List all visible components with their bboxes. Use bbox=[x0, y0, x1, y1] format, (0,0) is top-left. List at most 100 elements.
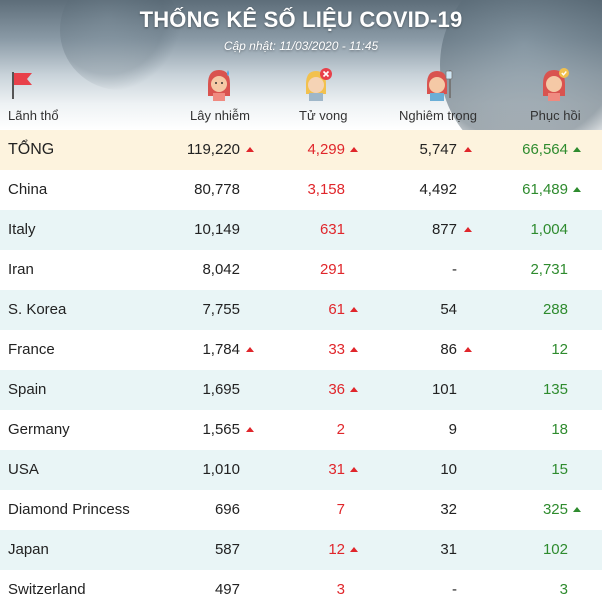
increase-icon bbox=[350, 147, 358, 152]
deaths-cell: 2 bbox=[336, 421, 345, 438]
increase-icon bbox=[350, 347, 358, 352]
serious-cell: - bbox=[452, 261, 457, 278]
header-banner: THỐNG KÊ SỐ LIỆU COVID-19 Cập nhật: 11/0… bbox=[0, 0, 602, 130]
recovered-cell: 61,489 bbox=[522, 181, 568, 198]
increase-icon bbox=[573, 187, 581, 192]
serious-cell: 31 bbox=[440, 541, 457, 558]
infected-cell: 696 bbox=[214, 501, 240, 518]
table-row: France 1,784 33 86 12 bbox=[0, 330, 602, 370]
table-row: Iran 8,042 291 - 2,731 bbox=[0, 250, 602, 290]
serious-cell: - bbox=[452, 581, 457, 598]
serious-cell: 4,492 bbox=[419, 181, 457, 198]
territory-cell: Diamond Princess bbox=[8, 501, 130, 518]
territory-cell: France bbox=[8, 341, 55, 358]
deaths-cell: 36 bbox=[328, 381, 345, 398]
territory-cell: China bbox=[8, 181, 48, 198]
update-timestamp: Cập nhật: 11/03/2020 - 11:45 bbox=[223, 39, 379, 53]
deaths-cell: 291 bbox=[319, 261, 345, 278]
table-row: Italy 10,149 631 877 1,004 bbox=[0, 210, 602, 250]
territory-cell: Switzerland bbox=[8, 581, 86, 598]
increase-icon bbox=[573, 507, 581, 512]
territory-cell: TỔNG bbox=[8, 141, 55, 158]
territory-cell: Spain bbox=[8, 381, 47, 398]
deaths-cell: 631 bbox=[319, 221, 345, 238]
serious-cell: 877 bbox=[431, 221, 457, 238]
recovered-cell: 135 bbox=[542, 381, 568, 398]
infected-cell: 1,010 bbox=[202, 461, 240, 478]
table-row: USA 1,010 31 10 15 bbox=[0, 450, 602, 490]
column-header-infected: Lây nhiễm bbox=[190, 108, 250, 123]
increase-icon bbox=[573, 147, 581, 152]
infected-cell: 119,220 bbox=[186, 141, 240, 158]
recovered-cell: 15 bbox=[551, 461, 568, 478]
serious-cell: 9 bbox=[448, 421, 457, 438]
deceased-person-icon bbox=[306, 68, 332, 101]
increase-icon bbox=[246, 347, 254, 352]
recovered-cell: 2,731 bbox=[530, 261, 568, 278]
recovered-cell: 325 bbox=[542, 501, 568, 518]
table-row: S. Korea 7,755 61 54 288 bbox=[0, 290, 602, 330]
virus-background-graphic bbox=[440, 0, 602, 130]
increase-icon bbox=[350, 387, 358, 392]
table-row: Japan 587 12 31 102 bbox=[0, 530, 602, 570]
deaths-cell: 31 bbox=[328, 461, 345, 478]
deaths-cell: 3 bbox=[336, 581, 345, 598]
deaths-cell: 7 bbox=[336, 501, 345, 518]
territory-cell: Iran bbox=[8, 261, 34, 278]
serious-cell: 54 bbox=[440, 301, 457, 318]
recovered-woman-icon bbox=[543, 68, 569, 101]
increase-icon bbox=[350, 547, 358, 552]
column-header-deaths: Tử vong bbox=[299, 108, 348, 123]
serious-cell: 86 bbox=[440, 341, 457, 358]
serious-cell: 32 bbox=[440, 501, 457, 518]
deaths-cell: 33 bbox=[328, 341, 345, 358]
deaths-cell: 3,158 bbox=[307, 181, 345, 198]
table-row-total: TỔNG 119,220 4,299 5,747 66,564 bbox=[0, 130, 602, 170]
recovered-cell: 102 bbox=[542, 541, 568, 558]
recovered-cell: 12 bbox=[551, 341, 568, 358]
recovered-cell: 66,564 bbox=[522, 141, 568, 158]
column-header-serious: Nghiêm trọng bbox=[399, 108, 478, 123]
recovered-cell: 3 bbox=[559, 581, 568, 598]
infected-cell: 7,755 bbox=[202, 301, 240, 318]
infected-cell: 10,149 bbox=[194, 221, 240, 238]
column-header-recovered: Phục hồi bbox=[530, 108, 581, 123]
column-header-territory: Lãnh thổ bbox=[8, 108, 59, 123]
territory-cell: Japan bbox=[8, 541, 49, 558]
serious-cell: 101 bbox=[431, 381, 457, 398]
territory-cell: USA bbox=[8, 461, 39, 478]
recovered-cell: 18 bbox=[551, 421, 568, 438]
infected-cell: 497 bbox=[214, 581, 240, 598]
deaths-cell: 4,299 bbox=[307, 141, 345, 158]
increase-icon bbox=[350, 307, 358, 312]
increase-icon bbox=[246, 147, 254, 152]
infected-cell: 1,695 bbox=[202, 381, 240, 398]
increase-icon bbox=[464, 347, 472, 352]
increase-icon bbox=[350, 467, 358, 472]
statistics-table: TỔNG 119,220 4,299 5,747 66,564 China 80… bbox=[0, 130, 602, 610]
table-row: Diamond Princess 696 7 32 325 bbox=[0, 490, 602, 530]
infected-cell: 587 bbox=[214, 541, 240, 558]
table-row: China 80,778 3,158 4,492 61,489 bbox=[0, 170, 602, 210]
table-row: Germany 1,565 2 9 18 bbox=[0, 410, 602, 450]
territory-cell: Germany bbox=[8, 421, 70, 438]
territory-cell: Italy bbox=[8, 221, 36, 238]
sick-woman-icon bbox=[208, 70, 230, 101]
deaths-cell: 61 bbox=[328, 301, 345, 318]
serious-cell: 5,747 bbox=[419, 141, 457, 158]
table-row: Spain 1,695 36 101 135 bbox=[0, 370, 602, 410]
recovered-cell: 288 bbox=[542, 301, 568, 318]
infected-cell: 8,042 bbox=[202, 261, 240, 278]
patient-on-drip-icon bbox=[427, 70, 453, 101]
territory-cell: S. Korea bbox=[8, 301, 67, 318]
infected-cell: 1,565 bbox=[202, 421, 240, 438]
increase-icon bbox=[246, 427, 254, 432]
red-flag-icon bbox=[12, 72, 32, 99]
table-row: Switzerland 497 3 - 3 bbox=[0, 570, 602, 610]
increase-icon bbox=[464, 227, 472, 232]
infected-cell: 80,778 bbox=[194, 181, 240, 198]
serious-cell: 10 bbox=[440, 461, 457, 478]
deaths-cell: 12 bbox=[328, 541, 345, 558]
recovered-cell: 1,004 bbox=[530, 221, 568, 238]
page-title: THỐNG KÊ SỐ LIỆU COVID-19 bbox=[139, 7, 463, 32]
